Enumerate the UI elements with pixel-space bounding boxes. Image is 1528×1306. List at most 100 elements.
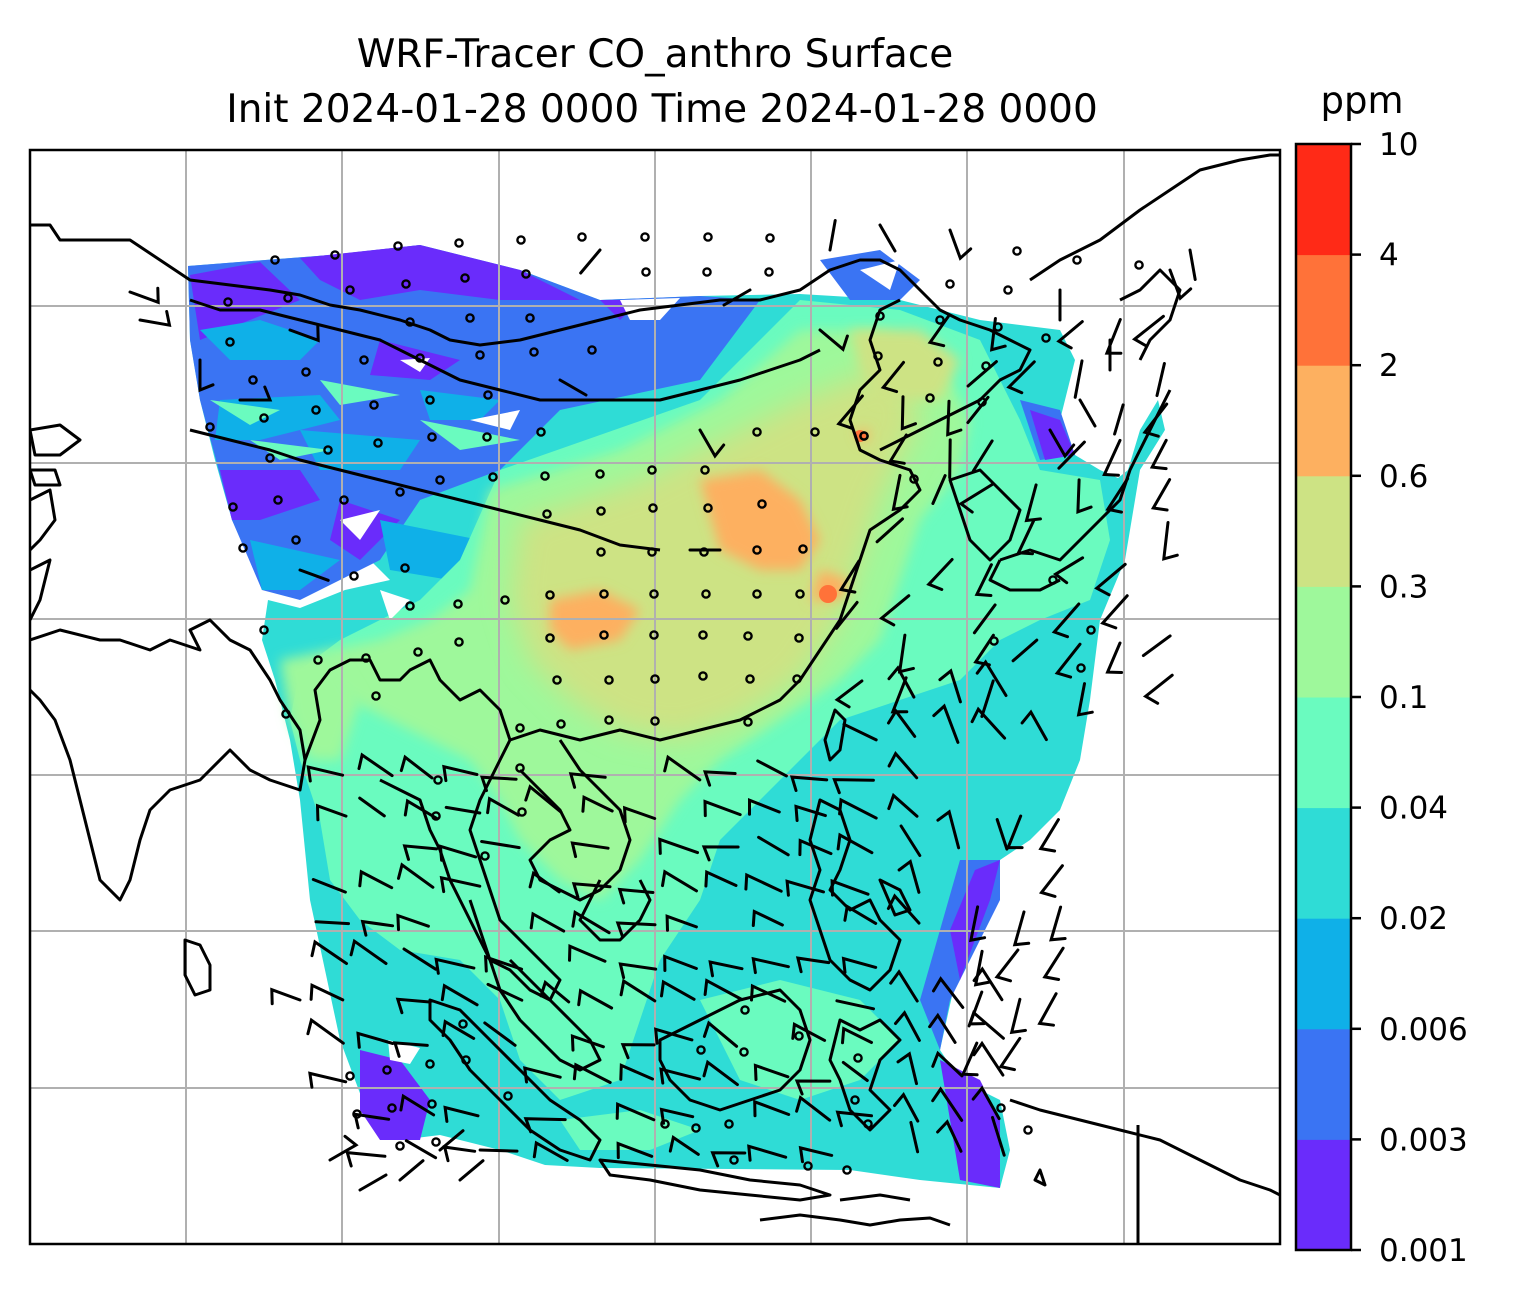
wind-calm-circle [387, 1103, 397, 1113]
wind-barb [838, 797, 878, 820]
wind-barb [798, 838, 833, 857]
wind-barb [483, 954, 524, 973]
wind-calm-circle [400, 563, 410, 573]
wind-barb [529, 911, 566, 933]
wind-calm-circle [515, 763, 525, 773]
wind-barb [480, 840, 521, 850]
wind-calm-circle [205, 422, 215, 432]
wind-barb [795, 1095, 832, 1122]
wind-barb [890, 676, 909, 714]
coast-north [30, 223, 1032, 452]
wind-calm-circle [740, 1005, 750, 1015]
colorbar-unit: ppm [1320, 79, 1403, 122]
wind-calm-circle [792, 674, 802, 684]
wind-calm-circle [701, 589, 711, 599]
wind-barb [835, 999, 875, 1011]
wind-calm-circle [453, 599, 463, 609]
field-max-spot [819, 585, 837, 603]
wind-calm-circle [529, 347, 539, 357]
wind-barb [966, 395, 990, 425]
wind-barb [998, 1036, 1022, 1072]
colorbar-tick-label: 0.02 [1379, 901, 1448, 937]
wind-calm-circle [425, 1059, 435, 1069]
wind-calm-circle [454, 238, 464, 248]
wind-calm-circle [933, 357, 943, 367]
wind-barb [328, 1134, 359, 1162]
wind-barb [946, 399, 963, 437]
wind-barb [972, 603, 997, 635]
wind-barb [830, 878, 870, 897]
wind-calm-circle [488, 472, 498, 482]
wind-calm-circle [752, 589, 762, 599]
wind-barb [1142, 402, 1169, 438]
wind-barb [1149, 438, 1168, 471]
wind-calm-circle [427, 432, 437, 442]
coast-sulawesi [828, 1018, 902, 1132]
wind-barb [128, 286, 160, 305]
wind-barb [1037, 992, 1058, 1027]
wind-barb [443, 1105, 480, 1123]
wind-barb [1024, 483, 1042, 523]
wind-calm-circle [225, 337, 235, 347]
wind-barb [615, 1102, 656, 1122]
colorbar: ppm 0.001 0.003 0.006 0.02 0.04 0.1 0.3 0.6 2 4 10 [1294, 79, 1468, 1269]
wind-barb [568, 772, 607, 789]
wind-calm-circle [577, 232, 587, 242]
wind-barb [841, 956, 878, 974]
wind-barb [581, 794, 614, 813]
wind-barb [703, 978, 744, 1001]
wind-barb [138, 310, 172, 328]
wind-barb [1105, 641, 1124, 674]
wind-barb [896, 1051, 918, 1086]
wind-barb [909, 1120, 920, 1154]
wind-barb [932, 703, 960, 744]
wind-calm-circle [1072, 255, 1082, 265]
wind-barb [880, 360, 905, 394]
wind-barb [523, 1066, 562, 1084]
wind-barb [967, 990, 986, 1026]
wind-barb [486, 982, 524, 1002]
wind-barb [570, 841, 610, 859]
wind-calm-circle [650, 674, 660, 684]
wind-calm-circle [691, 1123, 701, 1133]
wind-calm-circle [545, 590, 555, 600]
wind-calm-circle [1023, 1125, 1033, 1135]
wind-calm-circle [345, 285, 355, 295]
wind-barb [899, 824, 922, 857]
colorbar-tick-label: 0.003 [1379, 1122, 1468, 1158]
wind-barb [1102, 438, 1122, 477]
wind-barb [897, 633, 915, 674]
wind-barb [623, 805, 657, 824]
coast-bay-bengal-east [303, 658, 562, 1002]
coast-srilanka [183, 938, 212, 997]
wind-barb [398, 1159, 425, 1182]
wind-calm-circle [596, 547, 606, 557]
wind-calm-circle [228, 502, 238, 512]
colorbar-segment [1296, 254, 1351, 366]
colorbar-tick-label: 0.6 [1379, 459, 1428, 495]
wind-barb [402, 947, 438, 971]
wind-calm-circle [371, 691, 381, 701]
wind-barb [439, 875, 482, 894]
wind-calm-circle [248, 375, 258, 385]
wind-calm-circle [604, 715, 614, 725]
wind-barb [570, 1033, 605, 1052]
wind-barb [936, 1119, 963, 1153]
wind-calm-circle [433, 775, 443, 785]
wind-calm-circle [703, 503, 713, 513]
wind-barb [989, 317, 1007, 352]
wind-barb [968, 905, 987, 943]
wind-barb [794, 1079, 832, 1096]
wind-calm-circle [743, 631, 753, 641]
wind-barb [897, 859, 921, 894]
wind-calm-circle [752, 427, 762, 437]
wind-barb [532, 1140, 569, 1162]
wind-calm-circle [313, 655, 323, 665]
wind-barb [308, 1071, 348, 1089]
wind-calm-circle [640, 232, 650, 242]
wind-barb [972, 1040, 1005, 1077]
colorbar-segment [1296, 586, 1351, 698]
wind-barb [577, 988, 614, 1010]
wind-barb [539, 979, 571, 1004]
wind-calm-circle [265, 453, 275, 463]
